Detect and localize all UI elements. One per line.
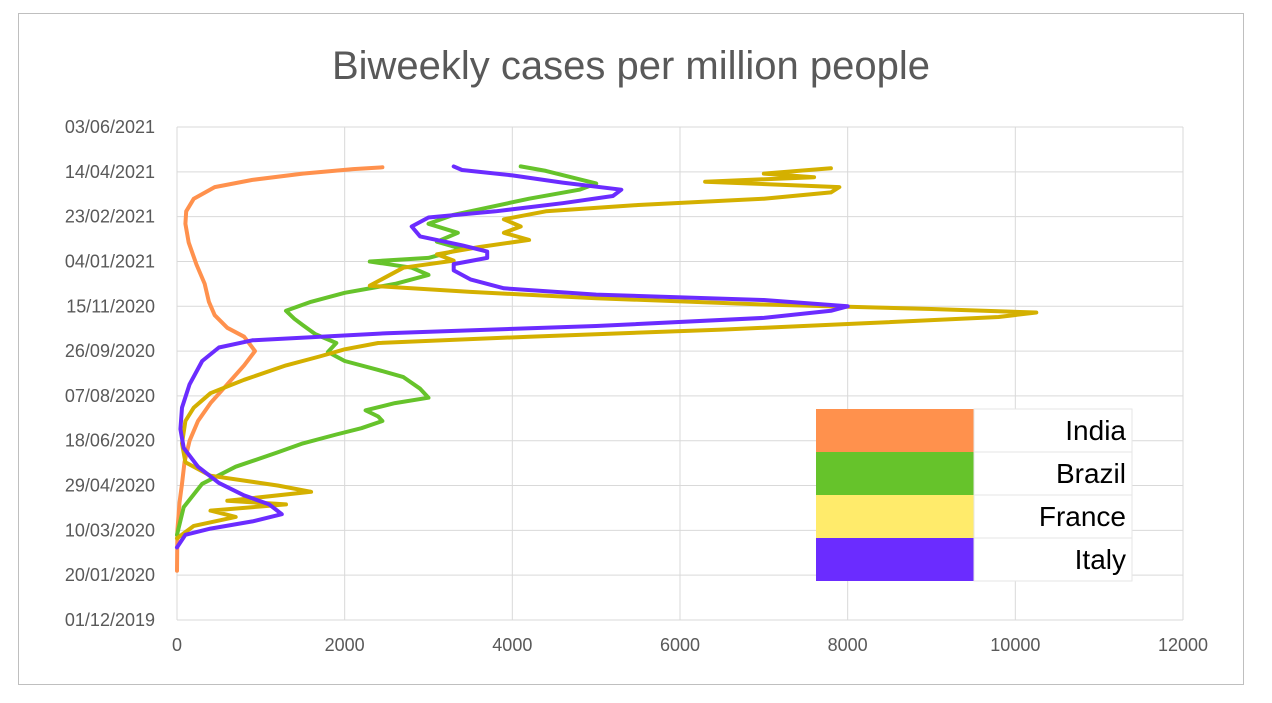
x-tick-label: 2000	[325, 635, 365, 655]
y-tick-label: 03/06/2021	[65, 117, 155, 137]
legend: India Brazil France Italy	[816, 408, 1133, 582]
y-tick-label: 10/03/2020	[65, 520, 155, 540]
y-tick-label: 04/01/2021	[65, 251, 155, 271]
legend-item-india: India	[816, 408, 1133, 453]
legend-cell	[973, 494, 1133, 539]
legend-item-france: France	[816, 494, 1133, 539]
y-tick-label: 23/02/2021	[65, 207, 155, 227]
gridlines	[176, 126, 1184, 621]
legend-swatch	[816, 409, 974, 452]
legend-label: France	[1039, 501, 1126, 532]
chart-svg: Biweekly cases per million people 0 2000 4…	[65, 44, 1208, 655]
legend-item-brazil: Brazil	[816, 451, 1133, 496]
x-axis-ticks: 0 2000 4000 6000 8000 10000 12000	[172, 635, 1208, 655]
legend-cell	[973, 408, 1133, 453]
legend-label: India	[1065, 415, 1126, 446]
legend-cell	[973, 451, 1133, 496]
series-layer	[175, 164, 1039, 573]
y-tick-label: 01/12/2019	[65, 610, 155, 630]
legend-swatch	[816, 452, 974, 495]
chart-title: Biweekly cases per million people	[332, 44, 930, 88]
chart-frame: Biweekly cases per million people 0 2000 4…	[18, 13, 1244, 685]
y-tick-label: 29/04/2020	[65, 476, 155, 496]
series-line-italy	[175, 164, 850, 550]
legend-swatch	[816, 495, 974, 538]
x-tick-label: 0	[172, 635, 182, 655]
y-tick-label: 15/11/2020	[66, 296, 155, 316]
y-tick-label: 20/01/2020	[65, 565, 155, 585]
x-tick-label: 4000	[492, 635, 532, 655]
x-tick-label: 8000	[828, 635, 868, 655]
legend-cell	[973, 537, 1133, 582]
y-axis-ticks: 01/12/2019 20/01/2020 10/03/2020 29/04/2020…	[65, 117, 155, 630]
x-tick-label: 6000	[660, 635, 700, 655]
x-tick-label: 12000	[1158, 635, 1208, 655]
y-tick-label: 07/08/2020	[65, 386, 155, 406]
y-tick-label: 14/04/2021	[65, 162, 155, 182]
legend-item-italy: Italy	[816, 537, 1133, 582]
x-tick-label: 10000	[990, 635, 1040, 655]
legend-label: Brazil	[1056, 458, 1126, 489]
y-tick-label: 18/06/2020	[65, 431, 155, 451]
series-line-france	[175, 166, 1039, 541]
legend-swatch	[816, 538, 974, 581]
y-tick-label: 26/09/2020	[65, 341, 155, 361]
legend-label: Italy	[1075, 544, 1126, 575]
